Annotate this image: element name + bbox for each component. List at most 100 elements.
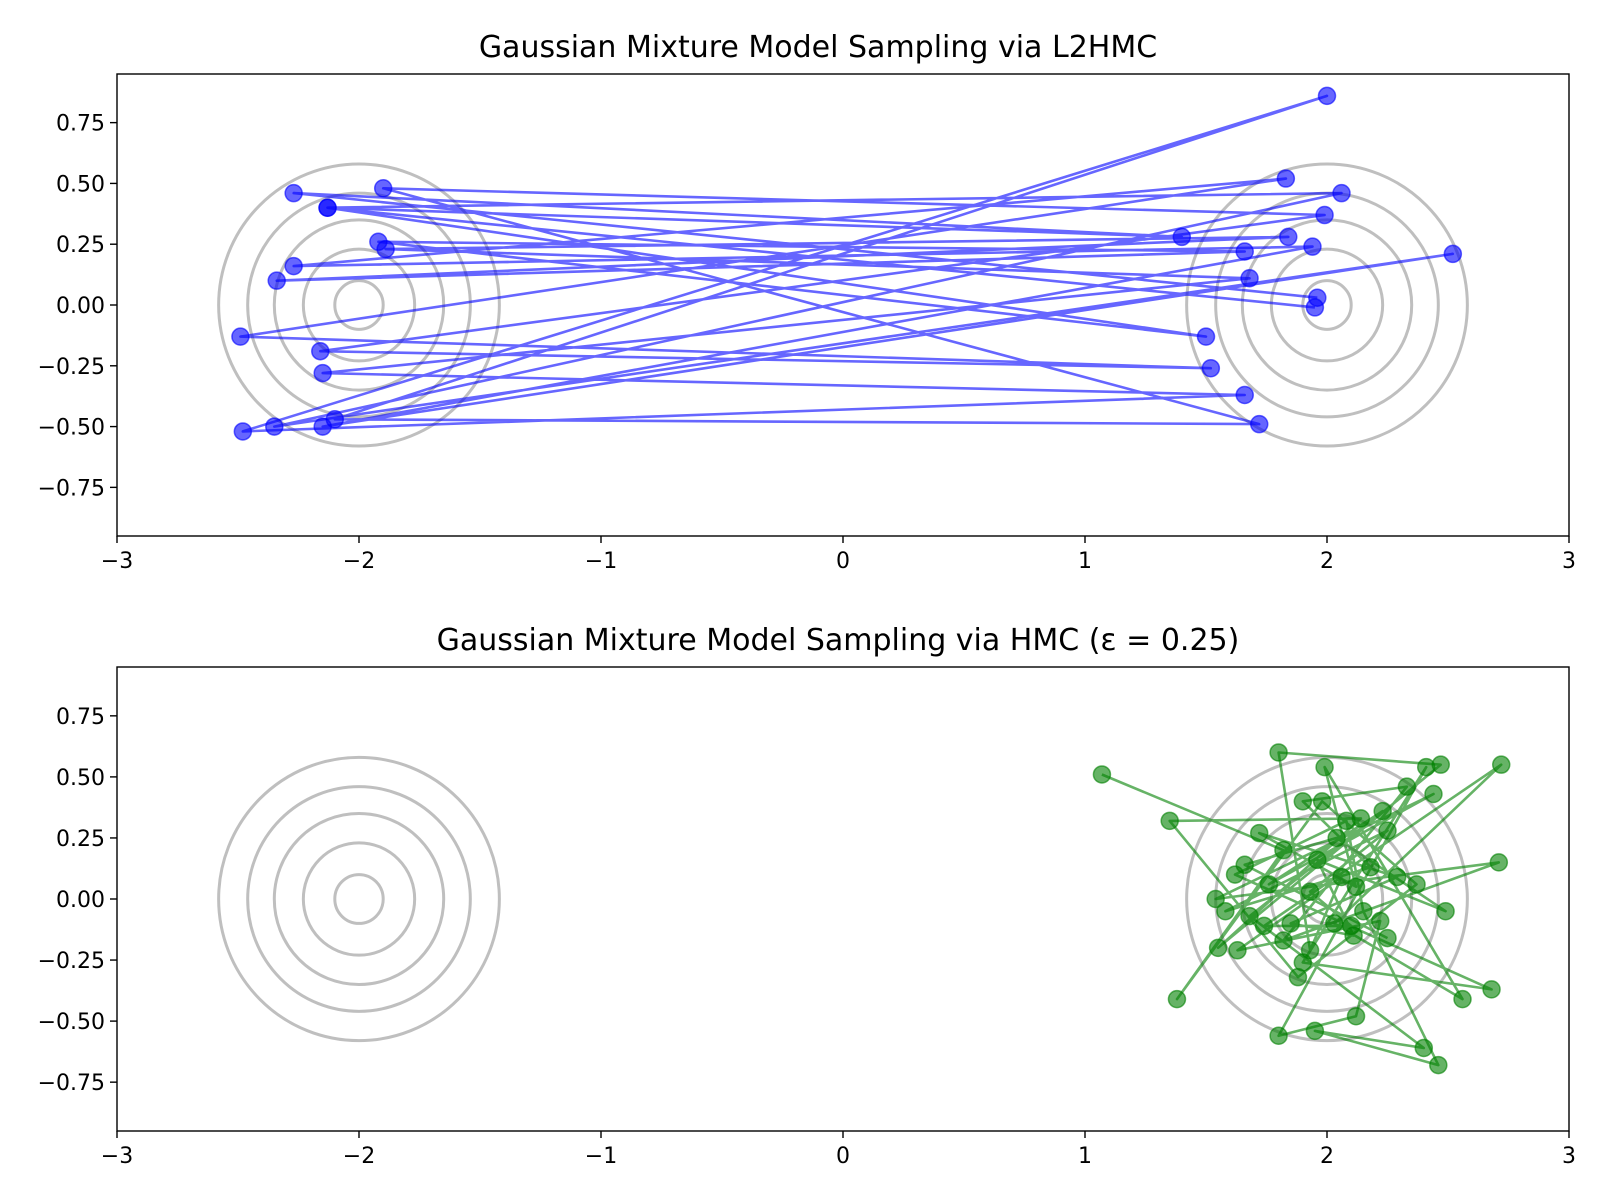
hmc-sample-point (1240, 906, 1259, 926)
l2hmc-sample-point (1196, 327, 1216, 346)
hmc-sample-point (1354, 901, 1373, 921)
l2hmc-y-tick-label: −0.25 (38, 355, 105, 380)
hmc-sample-point (1092, 765, 1112, 784)
hmc-sample-point (1315, 757, 1334, 777)
hmc-x-tick-label: −2 (343, 1144, 375, 1169)
hmc-y-tick-label: 0.00 (56, 888, 105, 913)
hmc-x-tick-label: 0 (836, 1144, 850, 1169)
hmc-sample-point (1293, 792, 1313, 811)
hmc-contour-ring (272, 812, 446, 986)
hmc-sample-point (1206, 889, 1225, 909)
hmc-sample-point (1489, 853, 1509, 872)
l2hmc-sample-point (1332, 183, 1351, 203)
hmc-sample-point (1378, 821, 1397, 840)
l2hmc-subplot: Gaussian Mixture Model Sampling via L2HM… (38, 30, 1576, 574)
hmc-sample-point (1293, 953, 1313, 972)
hmc-sample-point (1361, 858, 1380, 877)
l2hmc-sample-point (1235, 242, 1254, 261)
hmc-sample-point (1332, 867, 1351, 887)
hmc-sample-point (1167, 989, 1187, 1009)
l2hmc-sample-point (267, 271, 286, 290)
hmc-sample-point (1387, 867, 1407, 887)
l2hmc-y-tick-label: 0.50 (56, 172, 105, 197)
hmc-sample-point (1160, 811, 1179, 831)
l2hmc-x-tick-label: 3 (1562, 549, 1576, 574)
hmc-y-tick-label: 0.50 (56, 766, 105, 791)
l2hmc-sample-point (1443, 244, 1463, 264)
l2hmc-title: Gaussian Mixture Model Sampling via L2HM… (479, 30, 1157, 65)
l2hmc-sample-point (284, 256, 303, 276)
hmc-contour-ring (333, 873, 385, 925)
hmc-sample-point (1305, 1021, 1325, 1041)
l2hmc-ticks: −3 −2 −1 0 1 2 3 −0.75 −0.50 −0.25 0.00 0.25 0.50 0.7… (38, 112, 1576, 574)
l2hmc-x-tick-label: 0 (836, 549, 850, 574)
hmc-sample-point (1378, 928, 1397, 948)
hmc-y-tick-label: −0.75 (38, 1071, 105, 1096)
hmc-sample-point (1424, 784, 1443, 804)
hmc-sample-point (1346, 1006, 1366, 1026)
l2hmc-sample-point (373, 179, 393, 198)
l2hmc-sample-point (1276, 169, 1296, 188)
hmc-sample-point (1216, 901, 1235, 921)
l2hmc-contour-ring (246, 191, 472, 419)
hmc-x-tick-label: −1 (585, 1144, 617, 1169)
l2hmc-x-tick-label: 1 (1078, 549, 1092, 574)
l2hmc-sample-point (1279, 227, 1298, 247)
hmc-sample-point (1370, 911, 1390, 931)
hmc-sample-point (1269, 743, 1288, 762)
hmc-y-tick-label: −0.50 (38, 1010, 105, 1035)
hmc-sample-point (1344, 926, 1363, 945)
l2hmc-sample-point (376, 239, 395, 259)
hmc-sample-point (1373, 801, 1392, 821)
hmc-sample-point (1254, 916, 1274, 936)
l2hmc-y-tick-label: −0.75 (38, 476, 105, 501)
l2hmc-y-tick-label: −0.50 (38, 416, 105, 441)
l2hmc-x-tick-label: −2 (343, 549, 375, 574)
l2hmc-contour-ring (301, 247, 417, 363)
l2hmc-sample-point (233, 422, 253, 441)
l2hmc-sample-point (1305, 298, 1325, 317)
hmc-y-tick-label: 0.25 (56, 827, 105, 852)
l2hmc-sample-point (1172, 227, 1192, 247)
hmc-contour-ring (217, 755, 501, 1043)
hmc-sample-point (1453, 989, 1472, 1009)
hmc-sample-point (1259, 875, 1279, 894)
hmc-subplot: Gaussian Mixture Model Sampling via HMC … (38, 623, 1576, 1169)
hmc-sample-point (1429, 1055, 1448, 1075)
hmc-sample-point (1228, 941, 1247, 960)
hmc-points (1092, 743, 1511, 1075)
hmc-contour-ring (246, 785, 472, 1013)
hmc-sample-point (1325, 914, 1344, 933)
l2hmc-sample-point (313, 417, 332, 436)
l2hmc-sample-point (1240, 269, 1259, 288)
hmc-sample-point (1337, 811, 1356, 831)
hmc-x-tick-label: −3 (101, 1144, 133, 1169)
l2hmc-sample-point (265, 417, 284, 436)
hmc-sample-point (1300, 882, 1320, 901)
l2hmc-contour-ring (1185, 162, 1469, 448)
hmc-sample-point (1491, 755, 1511, 774)
hmc-sample-point (1274, 931, 1293, 950)
hmc-sample-point (1407, 875, 1426, 894)
hmc-sample-point (1414, 1038, 1434, 1058)
hmc-x-tick-label: 2 (1320, 1144, 1334, 1169)
hmc-sample-point (1308, 850, 1327, 870)
l2hmc-sample-point (1317, 86, 1337, 106)
l2hmc-y-tick-label: 0.00 (56, 294, 105, 319)
hmc-sample-point (1346, 877, 1366, 897)
l2hmc-y-tick-label: 0.25 (56, 233, 105, 258)
l2hmc-contour-ring (217, 162, 501, 448)
hmc-ticks: −3 −2 −1 0 1 2 3 −0.75 −0.50 −0.25 0.00 0.25 0.50 0.7… (38, 705, 1576, 1169)
l2hmc-x-tick-label: −1 (585, 549, 617, 574)
hmc-sample-point (1269, 1026, 1288, 1046)
hmc-sample-point (1436, 901, 1455, 921)
hmc-sample-point (1274, 840, 1293, 860)
l2hmc-contour-ring (333, 279, 385, 331)
hmc-sample-point (1208, 938, 1228, 958)
hmc-sample-point (1249, 823, 1269, 843)
hmc-x-tick-label: 3 (1562, 1144, 1576, 1169)
hmc-sample-point (1281, 914, 1300, 933)
hmc-title: Gaussian Mixture Model Sampling via HMC … (437, 623, 1240, 658)
hmc-sample-point (1416, 757, 1436, 777)
